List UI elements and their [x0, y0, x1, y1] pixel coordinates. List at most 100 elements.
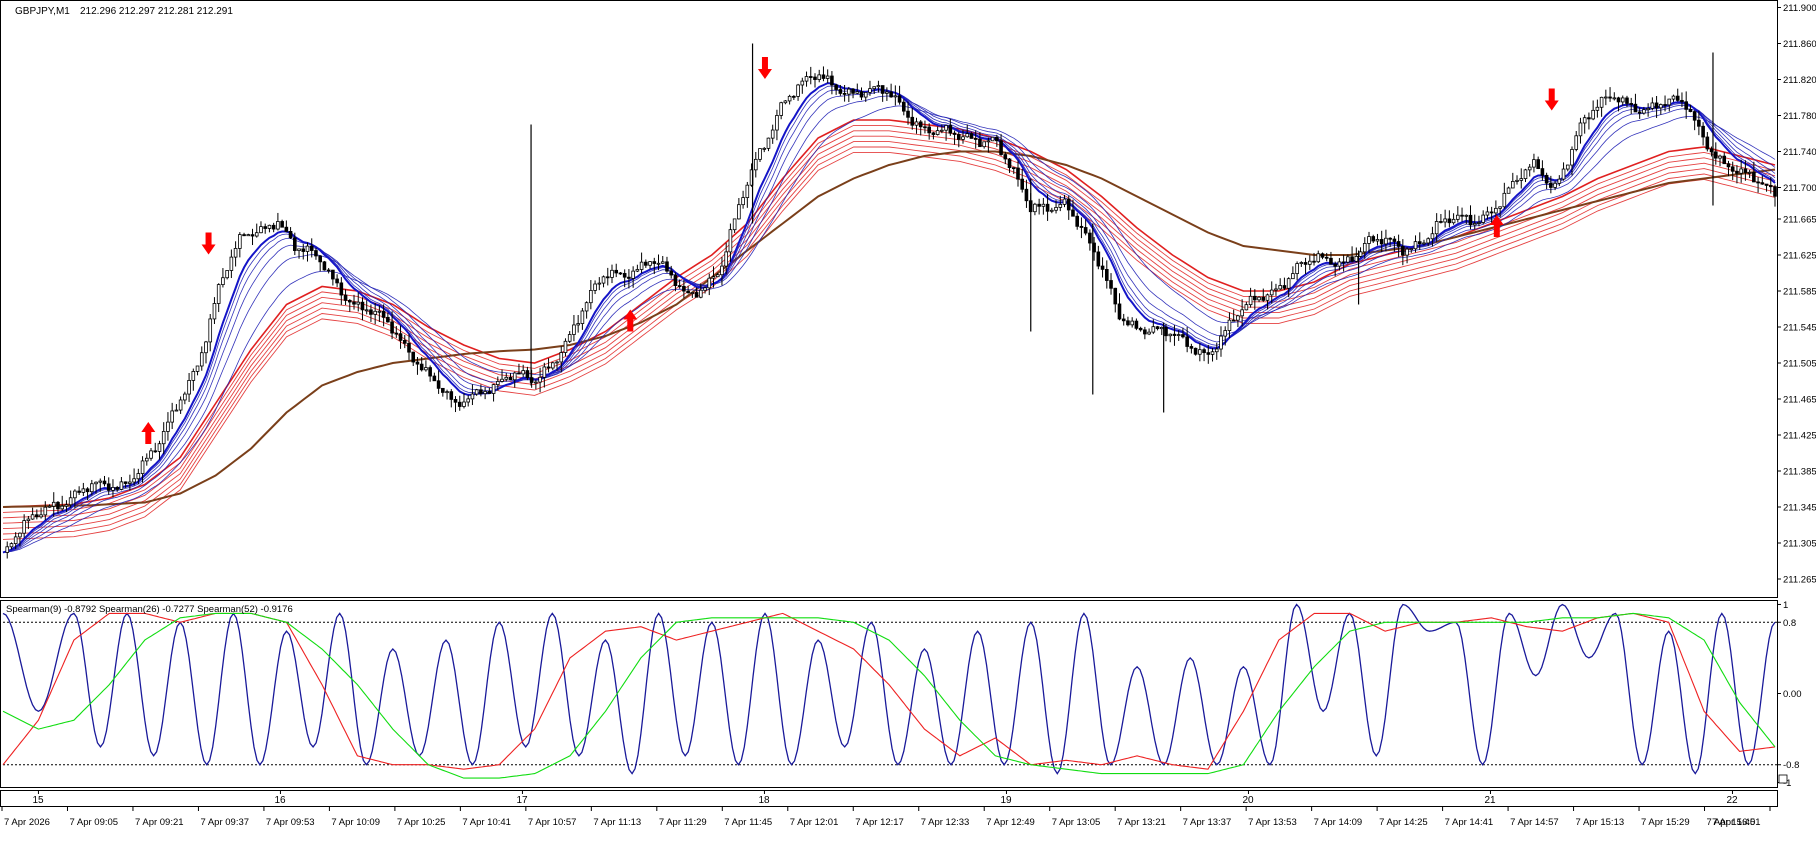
- candle-body: [623, 273, 626, 277]
- candle-body: [1063, 199, 1066, 204]
- candle-body: [962, 137, 965, 140]
- candle-body: [183, 394, 186, 400]
- candle-body: [1118, 304, 1121, 319]
- candle-body: [1072, 210, 1075, 216]
- candle-body: [1600, 97, 1603, 107]
- candle-body: [577, 324, 580, 325]
- candle-body: [1541, 169, 1544, 176]
- candle-body: [805, 77, 808, 82]
- candle-body: [1313, 261, 1316, 262]
- candle-body: [1110, 281, 1113, 289]
- candle-body: [763, 148, 766, 149]
- price-tick-label: 211.700: [1783, 183, 1816, 194]
- candle-body: [818, 75, 821, 80]
- candle-body: [382, 311, 385, 317]
- day-tick-label: 18: [758, 795, 770, 806]
- candle-body: [1266, 295, 1269, 300]
- candle-body: [1346, 257, 1349, 262]
- candle-body: [869, 89, 872, 93]
- candle-body: [602, 277, 605, 283]
- candle-body: [116, 487, 119, 489]
- candle-body: [1000, 141, 1003, 155]
- candle-body: [179, 400, 182, 410]
- candle-body: [1482, 215, 1485, 222]
- candle-body: [1363, 243, 1366, 251]
- candle-body: [957, 134, 960, 139]
- candle-body: [881, 86, 884, 94]
- candle-body: [391, 322, 394, 333]
- price-tick-label: 211.545: [1783, 323, 1816, 334]
- candle-body: [1642, 110, 1645, 113]
- candle-body: [1757, 182, 1760, 183]
- candle-body: [695, 293, 698, 298]
- candle-body: [551, 363, 554, 368]
- time-tick-label: 7 Apr 10:57: [528, 817, 577, 828]
- candle-body: [1220, 336, 1223, 349]
- candle-body: [99, 481, 102, 482]
- candle-body: [90, 484, 93, 492]
- candle-body: [44, 507, 47, 515]
- candle-body: [1038, 204, 1041, 206]
- candle-body: [73, 491, 76, 498]
- candle-body: [268, 225, 271, 228]
- candle-body: [357, 302, 360, 304]
- candle-body: [1406, 249, 1409, 255]
- candle-body: [594, 284, 597, 290]
- candle-body: [1435, 221, 1438, 233]
- candle-body: [589, 290, 592, 302]
- candle-body: [1634, 104, 1637, 112]
- candle-body: [721, 266, 724, 275]
- candle-body: [336, 279, 339, 283]
- price-tick-label: 211.345: [1783, 503, 1816, 514]
- candle-body: [776, 115, 779, 130]
- candle-body: [1380, 239, 1383, 243]
- candle-body: [1308, 261, 1311, 264]
- candle-body: [1355, 256, 1358, 261]
- candle-body: [6, 547, 9, 553]
- candle-body: [611, 270, 614, 277]
- candle-body: [691, 293, 694, 294]
- candle-body: [573, 325, 576, 335]
- time-tick-label: 7 Apr 13:37: [1183, 817, 1232, 828]
- candle-body: [276, 221, 279, 229]
- candle-body: [162, 431, 165, 443]
- candle-body: [1499, 207, 1502, 209]
- candle-body: [488, 391, 491, 393]
- time-tick-label: 7 Apr 14:25: [1379, 817, 1428, 828]
- candle-body: [970, 134, 973, 139]
- candle-body: [890, 92, 893, 97]
- candle-body: [112, 487, 115, 490]
- candle-body: [458, 402, 461, 406]
- candle-body: [940, 130, 943, 131]
- time-tick-label: 7 Apr 10:41: [462, 817, 511, 828]
- candle-body: [792, 96, 795, 97]
- candle-body: [1317, 254, 1320, 262]
- time-tick-label: 7 Apr 12:49: [986, 817, 1035, 828]
- candle-body: [657, 263, 660, 264]
- candle-body: [945, 125, 948, 130]
- candle-body: [1490, 212, 1493, 213]
- candle-body: [200, 353, 203, 366]
- candle-body: [1135, 321, 1138, 328]
- candle-body: [1359, 252, 1362, 257]
- candle-body: [843, 93, 846, 94]
- candle-body: [1017, 168, 1020, 179]
- candle-body: [52, 502, 55, 506]
- candle-body: [1325, 257, 1328, 258]
- candle-body: [1330, 258, 1333, 264]
- spearman-tick-label: 0.00: [1783, 689, 1802, 700]
- close-icon[interactable]: [1779, 775, 1787, 783]
- candle-body: [682, 286, 685, 291]
- candle-body: [767, 138, 770, 148]
- candle-body: [412, 352, 415, 362]
- candle-body: [1664, 104, 1667, 105]
- price-tick-label: 211.585: [1783, 287, 1816, 298]
- ohlc-readout: 212.296 212.297 212.281 212.291: [80, 6, 233, 17]
- time-tick-label: 7 Apr 13:05: [1052, 817, 1101, 828]
- candle-body: [1621, 98, 1624, 102]
- candle-body: [1503, 193, 1506, 206]
- candle-body: [1143, 330, 1146, 334]
- candle-body: [408, 343, 411, 352]
- candle-body: [1439, 221, 1442, 222]
